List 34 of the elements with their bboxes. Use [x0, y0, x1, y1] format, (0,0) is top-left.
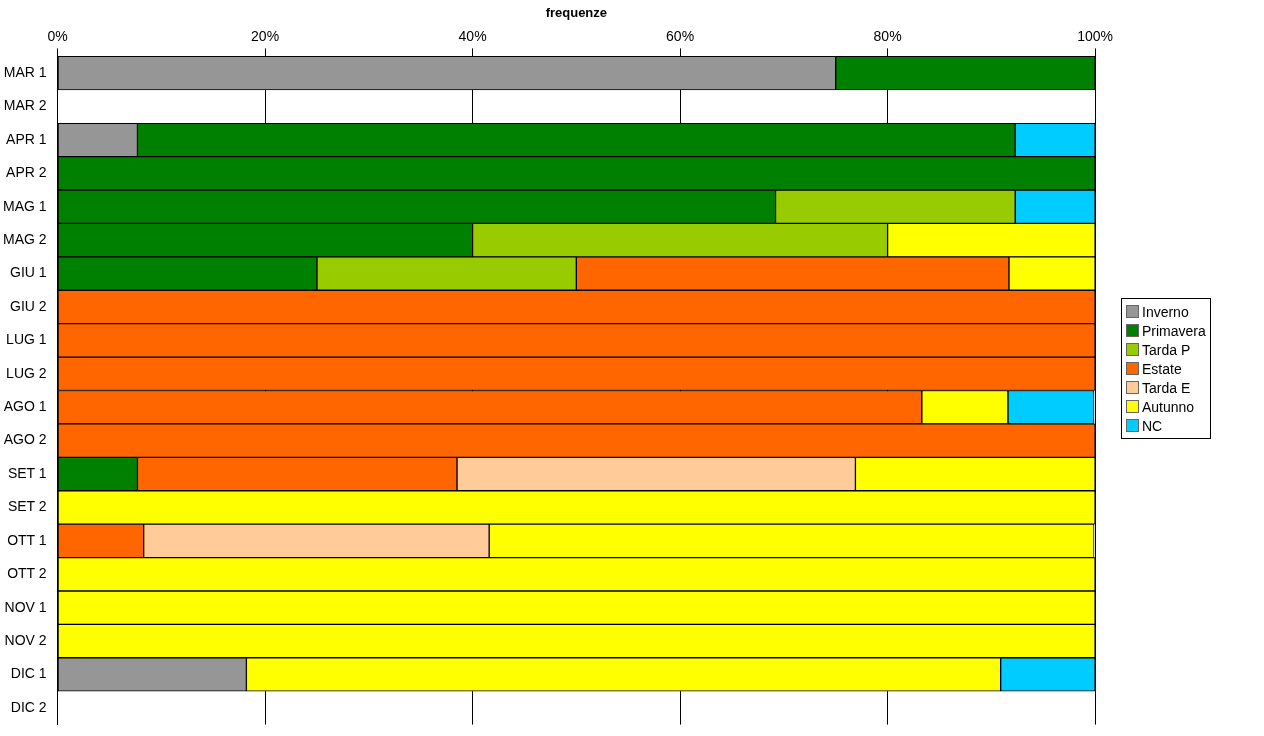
x-tick-label: 60% — [666, 27, 695, 44]
x-tick-label: 20% — [251, 27, 280, 44]
y-tick-label: OTT 1 — [7, 531, 47, 548]
y-tick-label: MAG 2 — [2, 231, 47, 248]
y-tick-label: APR 1 — [6, 130, 47, 147]
legend-label: Tarda E — [1142, 379, 1191, 396]
y-tick-label: LUG 2 — [6, 364, 47, 381]
x-tick-label: 80% — [873, 27, 902, 44]
legend-label: Estate — [1142, 360, 1182, 377]
y-tick-label: MAR 2 — [3, 97, 47, 114]
y-tick-label: AGO 1 — [3, 398, 47, 415]
y-tick-label: LUG 1 — [6, 331, 47, 348]
y-tick-label: GIU 2 — [9, 297, 47, 314]
legend-label: Autunno — [1142, 398, 1195, 415]
x-tick-label: 100% — [1077, 27, 1113, 44]
legend-label: Tarda P — [1142, 341, 1191, 358]
y-tick-label: SET 1 — [7, 464, 47, 481]
y-tick-label: OTT 2 — [7, 565, 47, 582]
y-tick-label: DIC 1 — [10, 665, 47, 682]
legend-label: Inverno — [1142, 303, 1189, 320]
y-tick-label: APR 2 — [6, 164, 47, 181]
legend-label: NC — [1142, 417, 1163, 434]
x-axis-title: frequenze — [545, 5, 608, 21]
y-tick-label: NOV 2 — [4, 631, 47, 648]
y-tick-label: MAR 1 — [3, 63, 47, 80]
x-tick-label: 40% — [458, 27, 487, 44]
y-tick-label: AGO 2 — [3, 431, 47, 448]
x-tick-label: 0% — [47, 27, 68, 44]
y-tick-label: MAG 1 — [2, 197, 47, 214]
y-tick-label: GIU 1 — [9, 264, 47, 281]
y-tick-label: DIC 2 — [10, 698, 47, 715]
y-tick-label: SET 2 — [7, 498, 47, 515]
y-tick-label: NOV 1 — [4, 598, 47, 615]
legend-label: Primavera — [1142, 322, 1206, 339]
